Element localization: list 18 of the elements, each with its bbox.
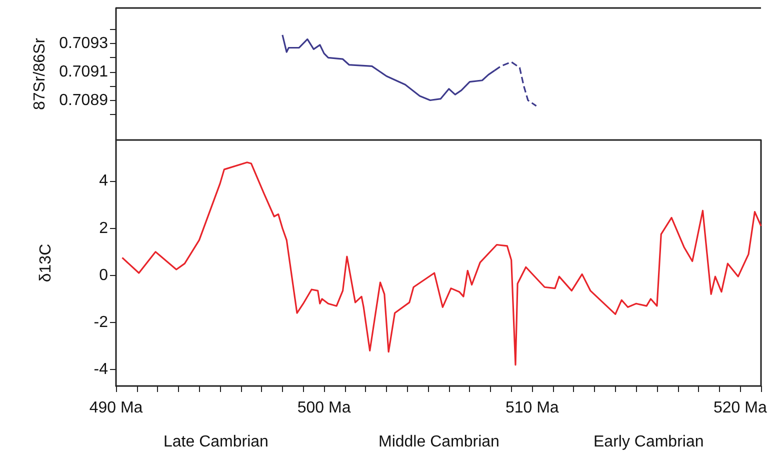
y-tick-label: 2 [99, 220, 108, 237]
x-tick-label: 500 Ma [297, 400, 351, 416]
y-tick-label: 0.7091 [59, 63, 108, 80]
x-tick-label: 490 Ma [89, 400, 143, 416]
y-tick-label: -2 [94, 314, 108, 331]
y-tick-label: 4 [99, 172, 108, 190]
line-series [121, 162, 762, 366]
y-axis-title: δ13C [38, 244, 54, 282]
x-tick-label: 510 Ma [505, 400, 559, 416]
y-tick-label: 0.7089 [59, 92, 108, 109]
x-tick-label: 520 Ma [714, 400, 767, 416]
y-tick-label: -4 [94, 361, 108, 378]
y-tick-label: 0.7093 [59, 34, 108, 52]
text: Early Cambrian [594, 434, 704, 450]
text: Late Cambrian [164, 434, 268, 450]
y-axis-title: 87Sr/86Sr [32, 37, 49, 110]
text: Middle Cambrian [378, 434, 500, 450]
y-tick-label: 0 [99, 266, 108, 284]
